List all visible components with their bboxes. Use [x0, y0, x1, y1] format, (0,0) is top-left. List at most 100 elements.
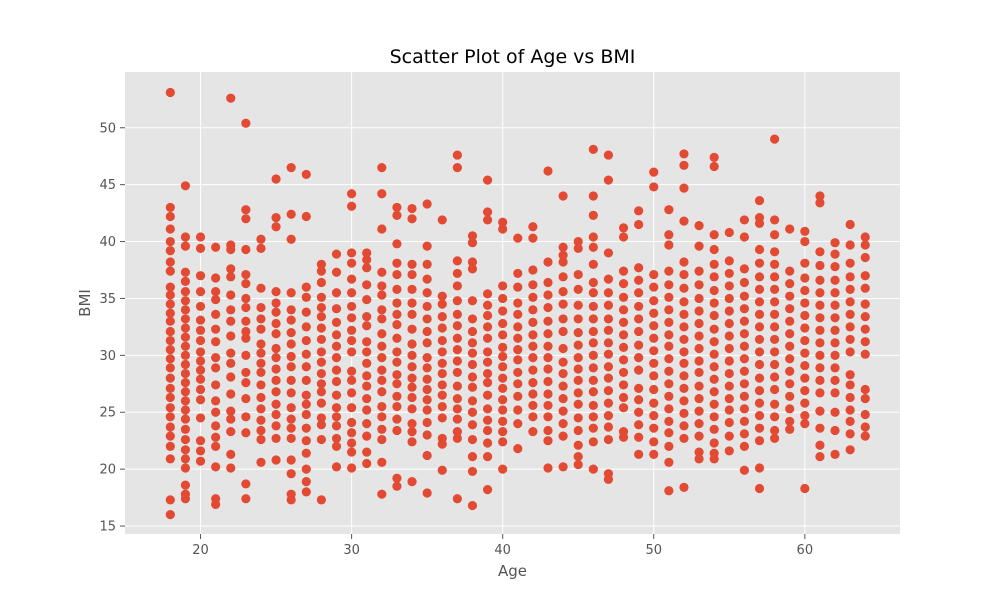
data-point — [649, 358, 659, 368]
data-point — [301, 423, 311, 433]
data-point — [603, 362, 614, 372]
data-point — [709, 161, 719, 172]
data-point — [694, 447, 704, 457]
data-point — [392, 309, 402, 319]
data-point — [785, 424, 795, 434]
data-point — [558, 462, 568, 472]
data-point — [286, 209, 296, 219]
data-point — [543, 376, 553, 387]
data-point — [618, 367, 629, 378]
data-point — [573, 269, 583, 280]
data-point — [830, 375, 840, 385]
data-point — [694, 241, 704, 251]
data-point — [618, 342, 629, 352]
data-point — [588, 412, 598, 422]
data-point — [347, 375, 357, 385]
data-point — [331, 249, 342, 259]
data-point — [180, 463, 191, 473]
data-point — [452, 426, 462, 437]
data-point — [664, 266, 674, 276]
data-point — [377, 341, 387, 351]
data-point — [498, 416, 508, 426]
data-point — [513, 379, 523, 389]
data-point — [664, 354, 674, 364]
data-point — [739, 416, 749, 426]
data-point — [180, 314, 191, 324]
data-point — [407, 373, 417, 383]
data-point — [528, 280, 538, 290]
data-point — [498, 426, 508, 437]
data-point — [347, 288, 357, 298]
data-point — [860, 337, 870, 347]
data-point — [286, 375, 296, 385]
x-tick-label: 20 — [192, 543, 209, 558]
data-point — [845, 445, 855, 455]
data-point — [603, 150, 614, 160]
data-point — [588, 288, 598, 298]
data-point — [603, 325, 614, 335]
data-point — [498, 373, 508, 383]
data-point — [815, 363, 825, 373]
data-point — [754, 334, 765, 345]
data-point — [256, 425, 266, 436]
data-point — [664, 404, 674, 414]
data-point — [679, 358, 689, 368]
data-point — [422, 326, 432, 337]
data-point — [558, 393, 568, 404]
data-point — [543, 364, 553, 374]
data-point — [271, 343, 281, 354]
data-point — [709, 454, 719, 464]
data-point — [634, 263, 644, 273]
data-point — [513, 268, 523, 279]
data-point — [679, 421, 689, 431]
data-point — [347, 258, 357, 268]
data-point — [286, 388, 296, 398]
data-point — [241, 494, 251, 504]
data-point — [392, 284, 402, 294]
data-point — [845, 334, 855, 345]
data-point — [649, 308, 659, 318]
data-point — [362, 431, 372, 441]
data-point — [588, 400, 598, 411]
data-point — [528, 265, 538, 275]
data-point — [830, 425, 840, 436]
data-point — [709, 259, 719, 269]
data-point — [165, 236, 175, 247]
y-tick-label: 15 — [99, 520, 116, 535]
data-point — [739, 264, 749, 274]
data-point — [603, 398, 614, 408]
data-point — [588, 375, 598, 385]
data-point — [195, 456, 206, 466]
data-point — [377, 489, 387, 499]
data-point — [467, 382, 478, 392]
data-point — [195, 315, 206, 325]
data-point — [180, 414, 191, 424]
data-point — [513, 419, 523, 429]
data-point — [165, 326, 175, 337]
data-point — [241, 279, 251, 289]
data-point — [815, 388, 825, 398]
data-point — [528, 317, 538, 327]
data-point — [226, 372, 236, 382]
data-point — [241, 118, 251, 128]
data-point — [860, 422, 870, 432]
chart-title: Scatter Plot of Age vs BMI — [390, 46, 636, 68]
data-point — [316, 434, 326, 445]
data-point — [165, 412, 175, 422]
data-point — [724, 368, 734, 379]
data-point — [634, 326, 644, 337]
data-point — [860, 393, 870, 404]
data-point — [165, 431, 175, 441]
data-point — [467, 338, 478, 348]
data-point — [241, 326, 251, 337]
data-point — [241, 350, 251, 360]
data-point — [316, 266, 326, 276]
data-point — [271, 399, 281, 409]
data-point — [649, 449, 659, 459]
data-point — [316, 312, 326, 322]
data-point — [165, 441, 175, 451]
data-point — [422, 384, 432, 395]
data-point — [226, 414, 236, 424]
